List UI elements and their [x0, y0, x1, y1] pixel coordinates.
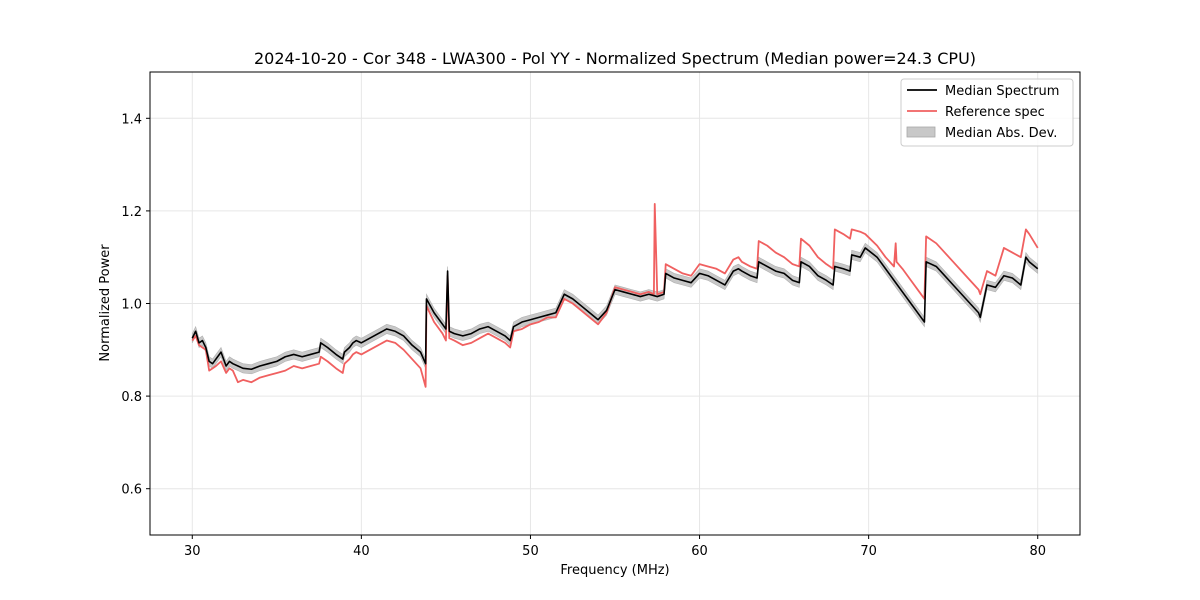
x-tick-label: 40 [353, 544, 370, 559]
legend: Median Spectrum Reference spec Median Ab… [900, 78, 1074, 147]
y-tick-label: 0.6 [121, 483, 142, 498]
x-tick-label: 50 [522, 544, 539, 559]
y-tick-label: 1.0 [121, 298, 142, 313]
legend-mad-swatch [906, 126, 936, 138]
legend-median-label: Median Spectrum [945, 84, 1059, 99]
x-tick-label: 60 [691, 544, 708, 559]
chart-title: 2024-10-20 - Cor 348 - LWA300 - Pol YY -… [254, 49, 976, 68]
y-tick-label: 0.8 [121, 390, 142, 405]
x-axis-label: Frequency (MHz) [560, 563, 669, 578]
median-abs-dev-band [191, 242, 1039, 375]
y-tick-label: 1.2 [121, 205, 142, 220]
x-tick-label: 30 [184, 544, 201, 559]
x-axis-ticks: 30 40 50 60 70 80 [184, 535, 1046, 559]
x-tick-label: 70 [860, 544, 877, 559]
median-spectrum-line [191, 247, 1039, 371]
legend-reference-label: Reference spec [945, 105, 1045, 120]
reference-spec-line [191, 203, 1039, 388]
x-tick-label: 80 [1029, 544, 1046, 559]
legend-mad-label: Median Abs. Dev. [945, 126, 1057, 141]
y-axis-ticks: 0.6 0.8 1.0 1.2 1.4 [121, 112, 150, 498]
y-tick-label: 1.4 [121, 112, 142, 127]
legend-box [900, 78, 1074, 147]
y-axis-label: Normalized Power [98, 244, 113, 362]
